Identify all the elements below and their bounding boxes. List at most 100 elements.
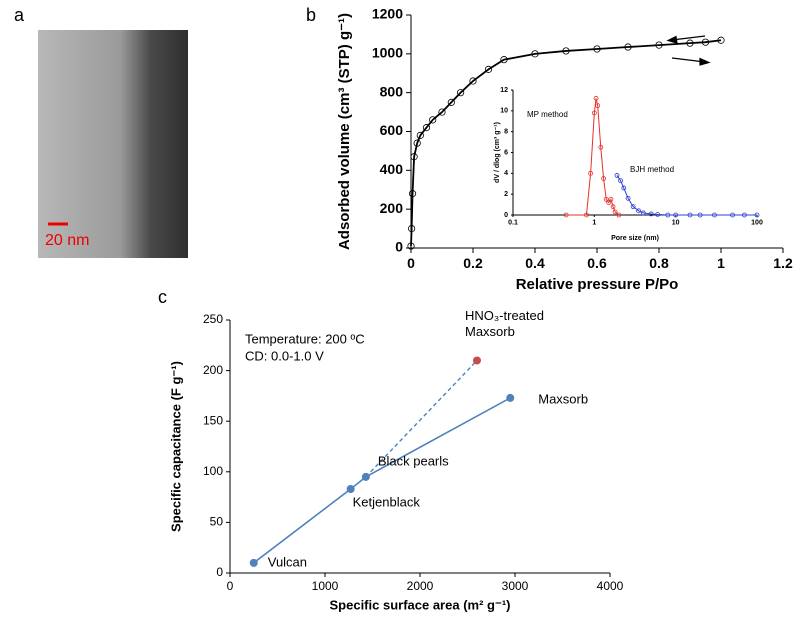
x-tick-label: 1.2 bbox=[773, 255, 793, 271]
y-tick-label: 400 bbox=[380, 161, 404, 177]
data-point bbox=[616, 212, 622, 218]
data-point bbox=[249, 558, 258, 567]
data-point bbox=[598, 144, 604, 150]
x-tick-label: 0 bbox=[227, 579, 234, 593]
y-tick-label: 10 bbox=[500, 108, 508, 115]
data-point bbox=[618, 178, 623, 184]
data-point bbox=[686, 39, 694, 47]
data-point bbox=[500, 56, 508, 64]
data-point bbox=[614, 173, 620, 178]
y-tick-label: 0 bbox=[395, 239, 403, 255]
y-tick-label: 200 bbox=[380, 200, 404, 216]
x-tick-label: 1 bbox=[592, 219, 596, 226]
y-tick-label: 0 bbox=[216, 565, 223, 579]
y-tick-label: 50 bbox=[210, 515, 224, 529]
y-tick-label: 8 bbox=[504, 129, 508, 136]
data-point bbox=[484, 65, 493, 73]
data-point bbox=[640, 210, 646, 216]
y-tick-label: 150 bbox=[203, 413, 223, 427]
data-point bbox=[562, 47, 570, 55]
data-point bbox=[346, 485, 355, 494]
point-label: Ketjenblack bbox=[353, 494, 421, 509]
data-point bbox=[665, 212, 671, 218]
point-label: HNO₃-treated bbox=[465, 308, 544, 323]
data-point bbox=[447, 98, 455, 106]
annotation: BJH method bbox=[630, 165, 674, 174]
annotation: Temperature: 200 ºC bbox=[245, 331, 365, 346]
x-tick-label: 10 bbox=[672, 219, 680, 226]
data-point bbox=[655, 41, 663, 49]
data-point bbox=[410, 153, 418, 161]
x-tick-label: 0.2 bbox=[463, 255, 483, 271]
data-point bbox=[506, 393, 515, 402]
data-point bbox=[603, 196, 609, 202]
data-point bbox=[608, 196, 614, 202]
x-tick-label: 1 bbox=[717, 255, 725, 271]
data-point bbox=[648, 211, 654, 217]
data-point bbox=[730, 212, 735, 218]
y-tick-label: 4 bbox=[504, 170, 508, 177]
data-point bbox=[624, 43, 632, 51]
point-label: Maxsorb bbox=[465, 324, 515, 339]
x-tick-label: 1000 bbox=[312, 579, 339, 593]
data-point bbox=[531, 50, 539, 58]
annotation: MP method bbox=[527, 110, 568, 119]
x-axis-label: Relative pressure P/Po bbox=[516, 276, 679, 293]
data-line bbox=[616, 175, 757, 216]
data-point bbox=[712, 212, 717, 218]
x-tick-label: 2000 bbox=[407, 579, 434, 593]
data-point bbox=[655, 212, 661, 217]
data-point bbox=[612, 209, 618, 215]
data-point bbox=[610, 204, 616, 210]
x-tick-label: 4000 bbox=[597, 579, 624, 593]
y-axis-label: Specific capacitance (F g⁻¹) bbox=[168, 361, 183, 532]
y-tick-label: 2 bbox=[504, 191, 508, 198]
data-point bbox=[416, 131, 424, 139]
tem-image bbox=[38, 30, 188, 258]
y-axis-label: Adsorbed volume (cm³ (STP) g⁻¹) bbox=[336, 13, 353, 250]
data-point bbox=[438, 108, 446, 116]
data-point bbox=[408, 190, 417, 198]
panel-label: b bbox=[306, 5, 316, 25]
y-tick-label: 100 bbox=[203, 464, 223, 478]
data-point bbox=[593, 95, 599, 101]
panel-label: c bbox=[158, 287, 167, 307]
data-point bbox=[625, 195, 631, 201]
data-point bbox=[422, 124, 431, 132]
y-tick-label: 600 bbox=[380, 122, 404, 138]
data-point bbox=[697, 212, 703, 218]
data-point bbox=[408, 224, 416, 233]
data-point bbox=[621, 185, 627, 191]
data-point bbox=[413, 139, 421, 147]
y-axis-label: dV / dlog (cm³ g⁻¹) bbox=[494, 122, 501, 183]
data-point bbox=[563, 212, 569, 218]
data-point bbox=[601, 176, 607, 181]
data-point bbox=[636, 208, 641, 214]
x-tick-label: 0.8 bbox=[649, 255, 669, 271]
point-label: Vulcan bbox=[268, 554, 307, 569]
data-line bbox=[566, 98, 620, 216]
data-point bbox=[361, 472, 370, 481]
x-tick-label: 0.6 bbox=[587, 255, 607, 271]
data-point bbox=[701, 38, 710, 46]
data-point bbox=[456, 89, 465, 97]
y-tick-label: 800 bbox=[380, 83, 404, 99]
data-point bbox=[469, 77, 477, 85]
y-tick-label: 1200 bbox=[372, 6, 403, 22]
y-tick-label: 250 bbox=[203, 312, 223, 326]
point-label: Black pearls bbox=[378, 453, 449, 468]
data-point bbox=[630, 204, 636, 210]
x-axis-label: Pore size (nm) bbox=[611, 235, 659, 242]
data-point bbox=[742, 212, 747, 218]
data-point bbox=[687, 212, 693, 218]
data-point bbox=[606, 200, 612, 205]
scale-bar-label: 20 nm bbox=[45, 232, 89, 249]
data-point bbox=[717, 36, 725, 44]
data-point bbox=[593, 45, 601, 53]
data-point bbox=[591, 110, 597, 116]
data-line bbox=[253, 397, 511, 564]
x-tick-label: 0.1 bbox=[508, 219, 518, 226]
y-tick-label: 200 bbox=[203, 363, 223, 377]
data-point bbox=[595, 103, 601, 109]
panel-label: a bbox=[14, 5, 25, 25]
